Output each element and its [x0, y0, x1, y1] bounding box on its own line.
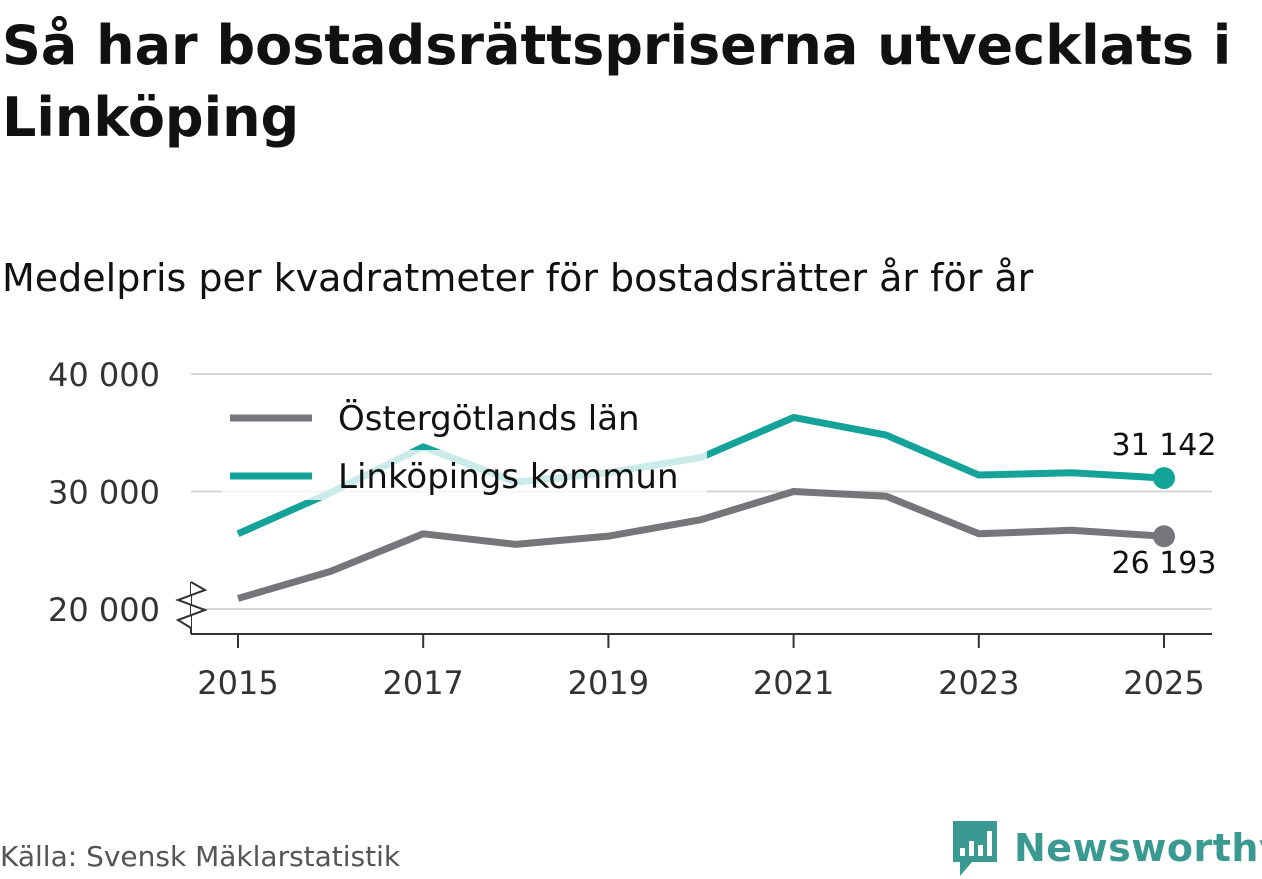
- legend-label: Linköpings kommun: [338, 457, 679, 497]
- series-lines: [236, 413, 1175, 602]
- end-labels: 26 193 31 142: [1112, 428, 1217, 581]
- chart-title: Så har bostadsrättspriserna utvecklats i…: [2, 14, 1232, 149]
- x-tick-label: 2015: [197, 664, 278, 702]
- brand-name: Newsworthy: [1014, 826, 1262, 870]
- x-axis: [175, 581, 1212, 635]
- brand-logo: Newsworthy: [950, 818, 1262, 878]
- end-value-label: 26 193: [1112, 546, 1217, 581]
- y-tick-label: 40 000: [48, 356, 160, 394]
- end-value-label: 31 142: [1112, 428, 1217, 463]
- chart-subtitle: Medelpris per kvadratmeter för bostadsrä…: [2, 256, 1034, 300]
- x-tick-label: 2021: [753, 664, 834, 702]
- newsworthy-logo-icon: [953, 821, 997, 876]
- source-note: Källa: Svensk Mäklarstatistik: [0, 840, 401, 873]
- axis-break-icon: [175, 581, 208, 629]
- legend: Östergötlands län Linköpings kommun: [222, 392, 707, 500]
- series-end-dot: [1153, 467, 1175, 490]
- x-tick-label: 2017: [382, 664, 463, 702]
- x-tick-label: 2025: [1123, 664, 1204, 702]
- y-axis-ticks: 20 000 30 000 40 000: [48, 356, 160, 629]
- y-tick-label: 30 000: [48, 474, 160, 512]
- legend-label: Östergötlands län: [338, 398, 640, 439]
- x-tick-label: 2023: [938, 664, 1019, 702]
- x-tick-label: 2019: [568, 664, 649, 702]
- series-end-dot: [1153, 525, 1175, 548]
- x-axis-ticks: 2015 2017 2019 2021 2023 2025: [197, 634, 1205, 702]
- series-line-ostergotlands-lan: [237, 488, 1165, 602]
- y-tick-label: 20 000: [48, 591, 160, 629]
